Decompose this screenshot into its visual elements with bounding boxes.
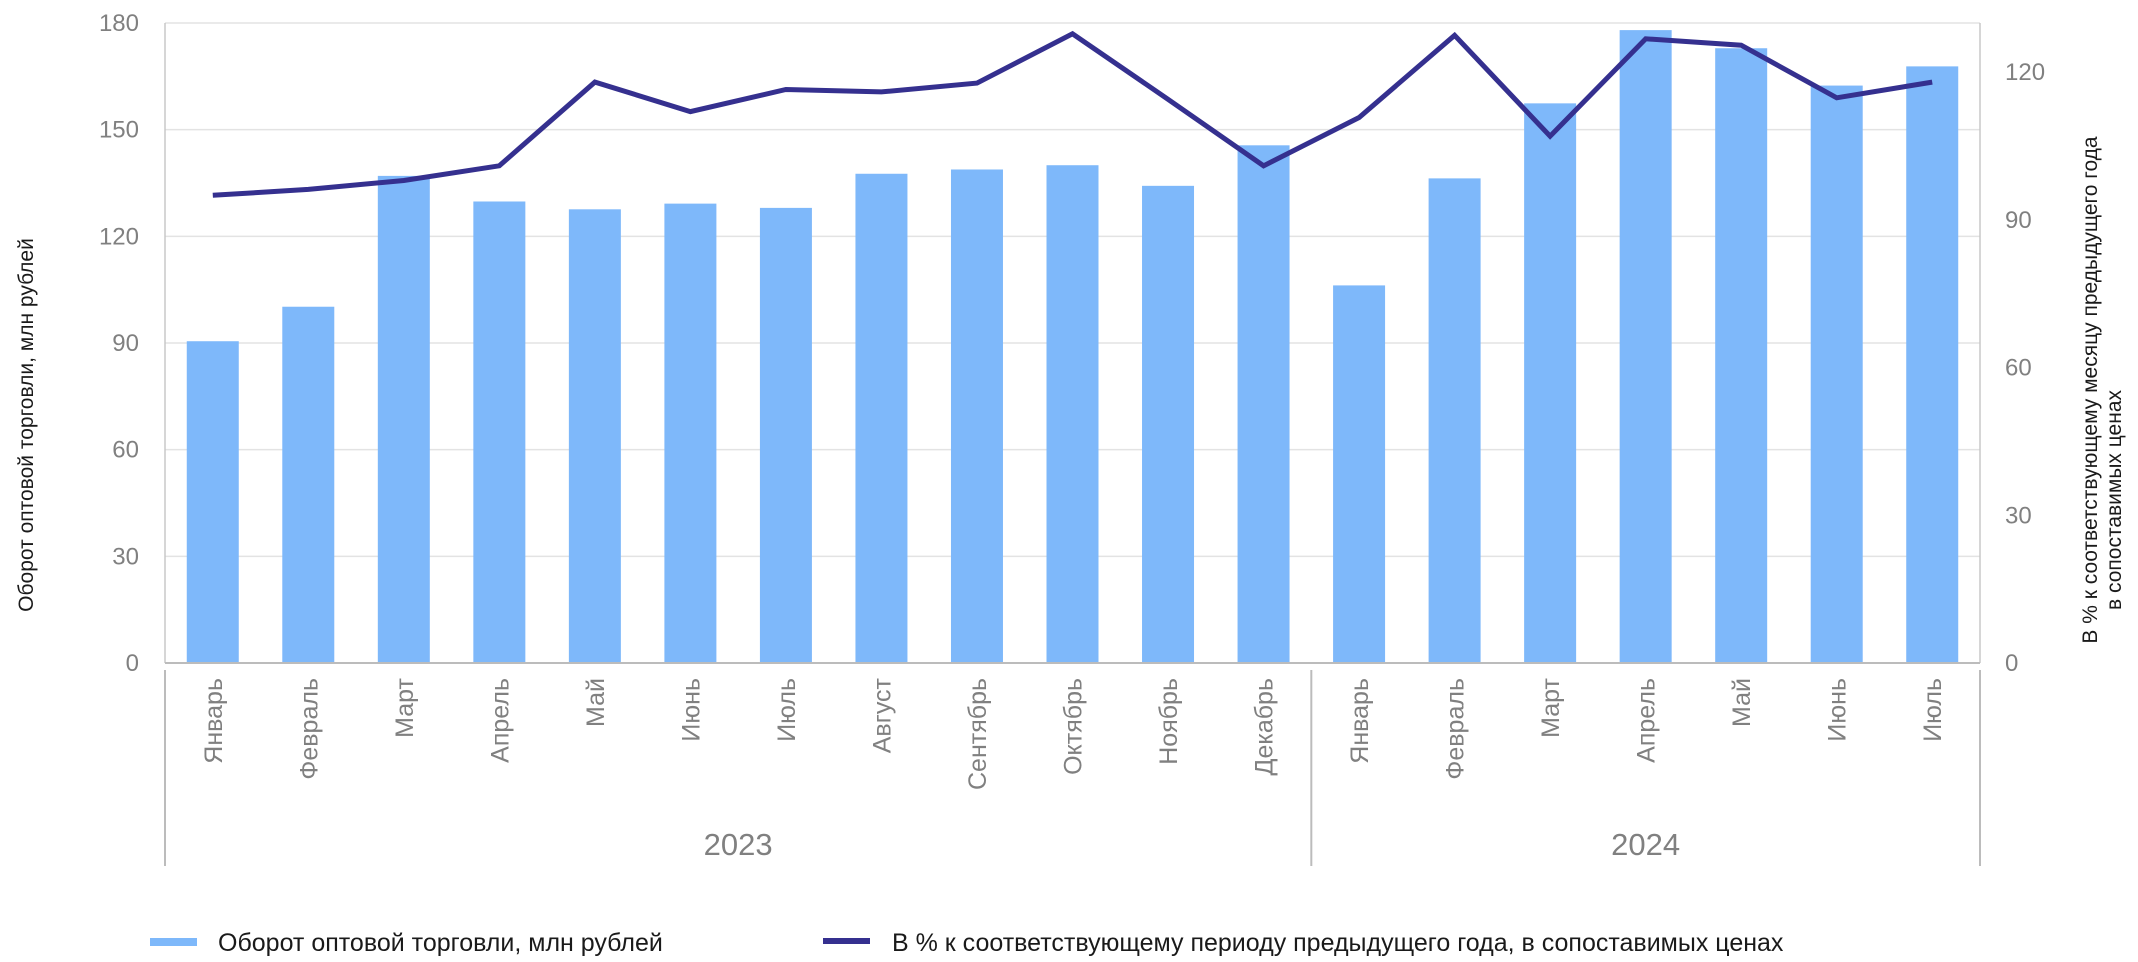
bar: [378, 176, 430, 663]
left-tick-label: 60: [112, 437, 139, 464]
category-label: Сентябрь: [964, 678, 992, 790]
bar: [664, 204, 716, 663]
left-tick-label: 90: [112, 330, 139, 357]
legend: Оборот оптовой торговли, млн рублей В % …: [150, 929, 1784, 957]
category-label: Октябрь: [1060, 678, 1088, 775]
right-axis-ticks: 0 30 60 90 120: [2005, 59, 2045, 677]
bar: [1142, 186, 1194, 663]
bar: [760, 208, 812, 663]
bar: [1906, 66, 1958, 663]
category-label: Май: [1728, 678, 1756, 727]
left-tick-label: 150: [99, 117, 139, 144]
right-axis-title-line2: в сопоставимых ценах: [2103, 389, 2126, 610]
bar: [569, 209, 621, 663]
bar: [1238, 145, 1290, 663]
left-tick-label: 120: [99, 223, 139, 250]
bar: [1620, 30, 1672, 663]
bar: [1715, 48, 1767, 663]
right-axis-title-line1: В % к соответствующему месяцу предыдущег…: [2079, 136, 2102, 644]
bar: [1047, 165, 1099, 663]
year-group-label: 2024: [1611, 827, 1680, 862]
bar: [855, 174, 907, 663]
legend-bar-swatch: [150, 938, 197, 946]
bar: [951, 169, 1003, 663]
left-tick-label: 180: [99, 10, 139, 37]
category-label: Январь: [200, 678, 228, 764]
bar: [1811, 86, 1863, 663]
category-label: Январь: [1346, 678, 1374, 764]
bar: [473, 201, 525, 663]
category-label: Июнь: [1824, 678, 1852, 742]
bar: [282, 307, 334, 663]
bar: [1333, 285, 1385, 663]
category-label: Февраль: [295, 678, 323, 780]
category-label: Май: [582, 678, 610, 727]
category-label: Март: [391, 677, 419, 737]
right-tick-label: 30: [2005, 502, 2032, 529]
bar: [187, 341, 239, 663]
category-label: Июнь: [677, 678, 705, 742]
category-label: Август: [868, 677, 896, 753]
bar: [1429, 178, 1481, 663]
category-label: Февраль: [1442, 678, 1470, 780]
category-label: Март: [1537, 677, 1565, 737]
year-group-label: 2023: [704, 827, 773, 862]
legend-line-label: В % к соответствующему периоду предыдуще…: [892, 929, 1784, 957]
left-tick-label: 30: [112, 543, 139, 570]
category-label: Ноябрь: [1155, 678, 1183, 765]
category-label: Апрель: [1633, 678, 1661, 763]
category-label: Декабрь: [1251, 678, 1279, 775]
left-axis-ticks: 0 30 60 90 120 150 180: [99, 10, 139, 677]
legend-line-swatch: [823, 938, 870, 944]
right-tick-label: 60: [2005, 355, 2032, 382]
category-label: Июль: [1919, 678, 1947, 742]
left-tick-label: 0: [126, 650, 139, 677]
right-tick-label: 0: [2005, 650, 2018, 677]
left-axis-title: Оборот оптовой торговли, млн рублей: [15, 238, 38, 612]
right-tick-label: 120: [2005, 59, 2045, 86]
category-labels: Январь Февраль Март Апрель Май Июнь Июль Август…: [200, 677, 1947, 790]
category-label: Апрель: [486, 678, 514, 763]
bar-series: [187, 30, 1958, 663]
legend-bar-label: Оборот оптовой торговли, млн рублей: [218, 929, 663, 957]
bar: [1524, 103, 1576, 663]
category-label: Июль: [773, 678, 801, 742]
right-tick-label: 90: [2005, 207, 2032, 234]
